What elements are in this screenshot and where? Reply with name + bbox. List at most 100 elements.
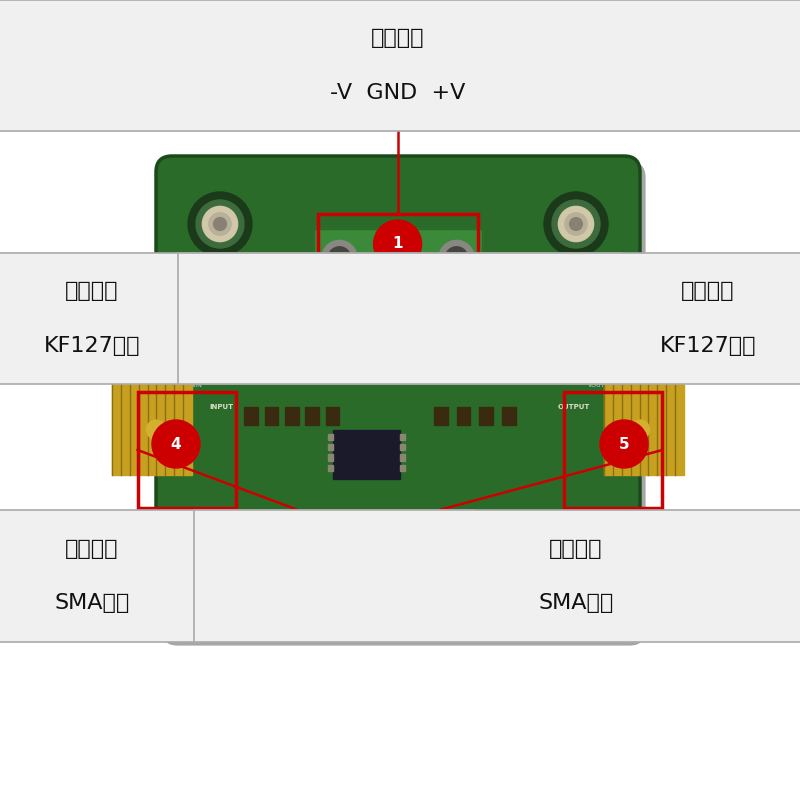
Bar xyxy=(112,385,192,475)
Bar xyxy=(434,407,448,425)
Circle shape xyxy=(446,246,468,269)
Circle shape xyxy=(552,200,600,248)
Bar xyxy=(333,430,400,479)
Circle shape xyxy=(574,294,622,342)
Bar xyxy=(604,385,684,475)
Bar xyxy=(168,296,226,371)
Circle shape xyxy=(565,561,587,583)
Bar xyxy=(556,284,628,358)
Circle shape xyxy=(570,566,582,578)
Text: KF127端子: KF127端子 xyxy=(660,336,756,355)
Circle shape xyxy=(582,301,611,330)
Circle shape xyxy=(588,343,606,361)
Bar xyxy=(194,510,800,642)
Circle shape xyxy=(322,240,357,275)
Text: -V  GND +V: -V GND +V xyxy=(376,312,420,318)
Bar xyxy=(244,407,258,425)
Bar xyxy=(326,407,339,425)
Bar xyxy=(479,407,493,425)
Text: SMA接口: SMA接口 xyxy=(538,594,614,613)
Bar xyxy=(265,407,278,425)
Circle shape xyxy=(202,554,238,590)
Bar xyxy=(400,434,405,440)
Bar xyxy=(328,465,333,471)
Circle shape xyxy=(386,246,409,269)
Bar xyxy=(0,253,622,384)
Bar xyxy=(400,454,405,461)
Circle shape xyxy=(202,206,238,242)
Bar xyxy=(328,434,333,440)
Text: 供电电源: 供电电源 xyxy=(371,28,424,48)
Circle shape xyxy=(565,213,587,235)
Circle shape xyxy=(374,220,422,268)
Bar xyxy=(567,296,626,371)
Circle shape xyxy=(183,301,212,330)
Circle shape xyxy=(214,566,226,578)
Circle shape xyxy=(188,192,252,256)
Circle shape xyxy=(544,192,608,256)
Bar xyxy=(400,444,405,450)
Circle shape xyxy=(183,338,212,366)
Bar xyxy=(567,296,626,371)
Circle shape xyxy=(544,540,608,604)
Bar xyxy=(400,465,405,471)
Circle shape xyxy=(188,540,252,604)
Text: 1: 1 xyxy=(392,237,403,251)
Circle shape xyxy=(214,218,226,230)
FancyBboxPatch shape xyxy=(156,156,640,640)
Bar xyxy=(138,392,236,508)
Text: INPUT: INPUT xyxy=(210,404,234,410)
Text: KF127端子: KF127端子 xyxy=(44,336,140,355)
FancyBboxPatch shape xyxy=(162,162,646,646)
Text: GND: GND xyxy=(390,533,406,539)
Bar xyxy=(502,407,515,425)
Circle shape xyxy=(209,213,231,235)
Text: 输出接口: 输出接口 xyxy=(682,282,734,301)
Circle shape xyxy=(196,548,244,596)
Bar xyxy=(314,229,482,294)
Text: 4: 4 xyxy=(170,437,182,451)
Text: 输入接口: 输入接口 xyxy=(66,282,118,301)
Bar xyxy=(168,296,226,371)
Circle shape xyxy=(582,338,611,366)
Circle shape xyxy=(196,200,244,248)
Bar xyxy=(172,284,244,358)
Circle shape xyxy=(146,420,166,439)
Bar xyxy=(318,214,478,276)
Bar xyxy=(0,510,474,642)
Circle shape xyxy=(588,306,606,324)
Bar xyxy=(564,392,662,508)
Bar xyxy=(314,229,482,294)
Circle shape xyxy=(178,294,226,342)
Text: OUTPUT: OUTPUT xyxy=(558,404,590,410)
Text: GND +V -V: GND +V -V xyxy=(367,308,402,313)
Bar xyxy=(457,407,470,425)
Bar xyxy=(411,561,457,588)
Circle shape xyxy=(600,420,648,468)
Text: 输入接口: 输入接口 xyxy=(66,539,118,558)
Text: 3: 3 xyxy=(592,310,603,325)
Bar xyxy=(0,0,800,131)
Circle shape xyxy=(189,343,206,361)
Circle shape xyxy=(209,561,231,583)
Circle shape xyxy=(558,206,594,242)
Text: VIN: VIN xyxy=(192,383,203,388)
Bar xyxy=(285,407,298,425)
Text: 输出接口: 输出接口 xyxy=(550,539,602,558)
Bar xyxy=(178,253,800,384)
Circle shape xyxy=(152,420,200,468)
Text: 2: 2 xyxy=(197,310,208,325)
Text: 5: 5 xyxy=(618,437,630,451)
Circle shape xyxy=(552,548,600,596)
Text: VOUT: VOUT xyxy=(588,383,606,388)
Circle shape xyxy=(189,306,206,324)
Bar xyxy=(328,454,333,461)
Bar xyxy=(328,444,333,450)
Circle shape xyxy=(630,420,650,439)
Text: -V  GND  +V: -V GND +V xyxy=(330,82,466,102)
Circle shape xyxy=(380,240,416,275)
Circle shape xyxy=(439,240,474,275)
Text: SMA接口: SMA接口 xyxy=(54,594,130,613)
Circle shape xyxy=(328,246,350,269)
Bar xyxy=(306,407,319,425)
